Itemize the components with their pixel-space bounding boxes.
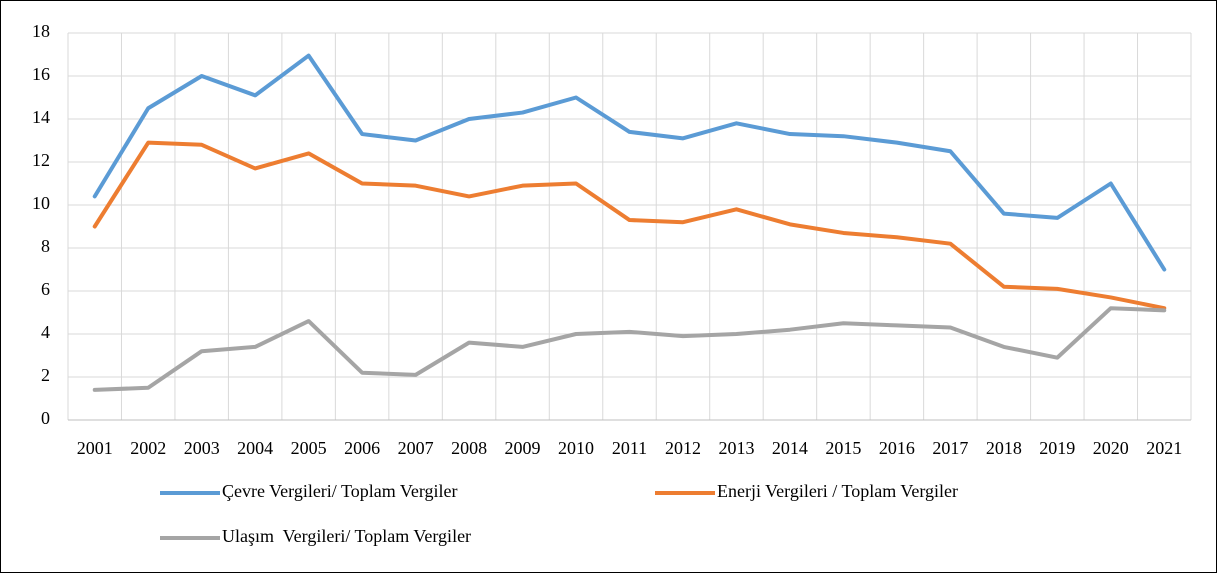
legend-label: Enerji Vergileri / Toplam Vergiler xyxy=(717,481,958,501)
x-tick-label: 2003 xyxy=(184,438,220,458)
series-line xyxy=(92,140,1167,311)
x-tick-label: 2017 xyxy=(932,438,968,458)
x-tick-label: 2009 xyxy=(505,438,541,458)
y-tick-label: 12 xyxy=(32,150,50,170)
x-tick-label: 2007 xyxy=(398,438,434,458)
x-tick-label: 2014 xyxy=(772,438,808,458)
x-tick-label: 2013 xyxy=(718,438,754,458)
y-tick-label: 16 xyxy=(32,64,50,84)
legend-label: Ulaşım Vergileri/ Toplam Vergiler xyxy=(222,526,471,546)
legend-label: Çevre Vergileri/ Toplam Vergiler xyxy=(222,481,458,501)
x-tick-label: 2005 xyxy=(291,438,327,458)
x-tick-label: 2018 xyxy=(986,438,1022,458)
x-tick-label: 2021 xyxy=(1146,438,1182,458)
x-tick-label: 2019 xyxy=(1039,438,1075,458)
y-tick-label: 0 xyxy=(41,408,50,428)
x-tick-label: 2008 xyxy=(451,438,487,458)
y-tick-label: 6 xyxy=(41,279,50,299)
x-tick-label: 2010 xyxy=(558,438,594,458)
x-tick-label: 2006 xyxy=(344,438,380,458)
x-tick-label: 2002 xyxy=(130,438,166,458)
y-tick-label: 4 xyxy=(41,322,50,342)
y-tick-label: 8 xyxy=(41,236,50,256)
x-tick-label: 2020 xyxy=(1093,438,1129,458)
x-tick-label: 2012 xyxy=(665,438,701,458)
series-line xyxy=(92,53,1167,272)
y-tick-label: 14 xyxy=(32,107,50,127)
x-tick-label: 2015 xyxy=(825,438,861,458)
x-tick-label: 2001 xyxy=(77,438,113,458)
series-line xyxy=(92,306,1167,392)
y-tick-label: 10 xyxy=(32,193,50,213)
y-tick-label: 18 xyxy=(32,21,50,41)
x-tick-label: 2011 xyxy=(612,438,647,458)
x-tick-label: 2004 xyxy=(237,438,273,458)
y-tick-label: 2 xyxy=(41,365,50,385)
x-tick-label: 2016 xyxy=(879,438,915,458)
